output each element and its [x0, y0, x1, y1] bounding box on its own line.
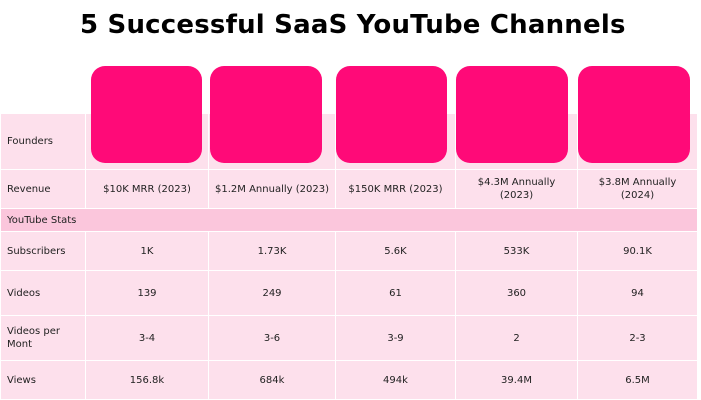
table-row: Subscribers 1K 1.73K 5.6K 533K 90.1K: [0, 231, 698, 271]
revenue-label: Revenue: [0, 169, 86, 209]
row-label: Videos per Mont: [0, 315, 86, 361]
page-title: 5 Successful SaaS YouTube Channels: [80, 10, 626, 40]
channel-logo-placeholder: [91, 66, 202, 163]
founders-label: Founders: [0, 113, 86, 170]
table-cell: 6.5M: [577, 360, 698, 400]
revenue-cell: $1.2M Annually (2023): [208, 169, 336, 209]
row-label: Views: [0, 360, 86, 400]
table-cell: 494k: [335, 360, 456, 400]
revenue-row: Revenue $10K MRR (2023) $1.2M Annually (…: [0, 169, 698, 209]
channel-logo-placeholder: [210, 66, 322, 163]
table-cell: 139: [85, 270, 209, 316]
table-cell: 156.8k: [85, 360, 209, 400]
revenue-cell: $3.8M Annually (2024): [577, 169, 698, 209]
table-cell: 39.4M: [455, 360, 578, 400]
table-cell: 90.1K: [577, 231, 698, 271]
table-row: Views 156.8k 684k 494k 39.4M 6.5M: [0, 360, 698, 400]
table-cell: 3-4: [85, 315, 209, 361]
table-cell: 5.6K: [335, 231, 456, 271]
revenue-cell: $150K MRR (2023): [335, 169, 456, 209]
table-cell: 94: [577, 270, 698, 316]
section-label: YouTube Stats: [0, 208, 698, 232]
table-cell: 3-9: [335, 315, 456, 361]
table-cell: 684k: [208, 360, 336, 400]
row-label: Videos: [0, 270, 86, 316]
channel-logo-placeholder: [336, 66, 447, 163]
table-cell: 61: [335, 270, 456, 316]
channel-logo-placeholder: [456, 66, 568, 163]
revenue-cell: $4.3M Annually (2023): [455, 169, 578, 209]
table-cell: 1K: [85, 231, 209, 271]
table-cell: 2-3: [577, 315, 698, 361]
table-cell: 360: [455, 270, 578, 316]
table-cell: 3-6: [208, 315, 336, 361]
table-row: Videos per Mont 3-4 3-6 3-9 2 2-3: [0, 315, 698, 361]
channel-logo-placeholder: [578, 66, 690, 163]
table-cell: 249: [208, 270, 336, 316]
row-label: Subscribers: [0, 231, 86, 271]
section-row: YouTube Stats: [0, 208, 698, 232]
table-cell: 1.73K: [208, 231, 336, 271]
revenue-cell: $10K MRR (2023): [85, 169, 209, 209]
table-cell: 2: [455, 315, 578, 361]
table-cell: 533K: [455, 231, 578, 271]
table-row: Videos 139 249 61 360 94: [0, 270, 698, 316]
